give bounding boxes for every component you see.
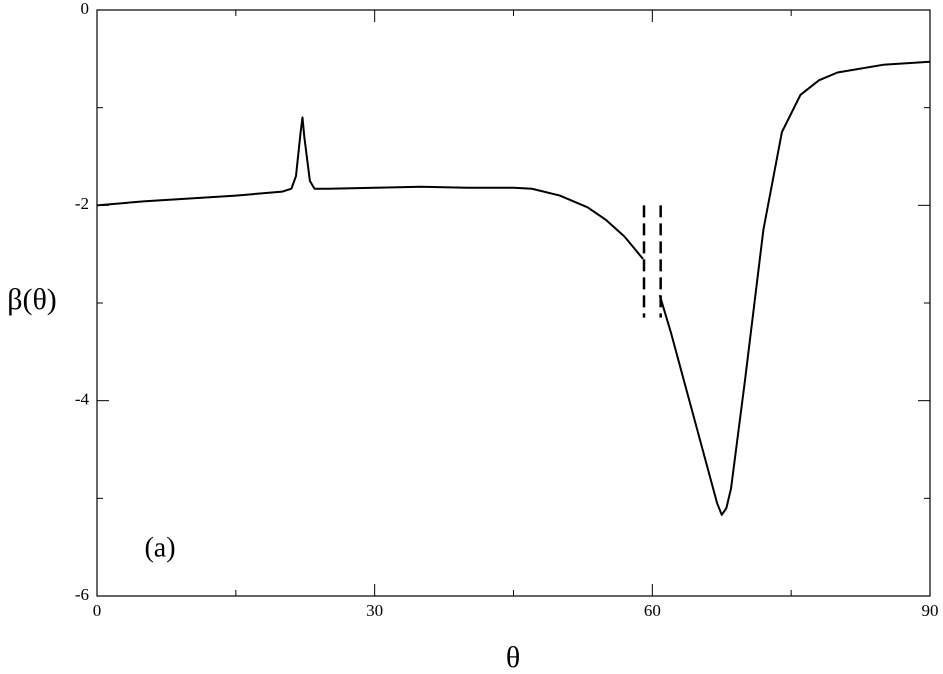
x-tick-label: 60 — [644, 601, 661, 620]
panel-label: (a) — [144, 532, 175, 563]
y-tick-label: -6 — [75, 585, 89, 604]
plot-frame — [96, 9, 931, 597]
x-axis-label: θ — [506, 641, 520, 674]
x-tick-label: 0 — [93, 601, 102, 620]
y-tick-label: -4 — [75, 390, 90, 409]
x-tick-label: 30 — [366, 601, 383, 620]
data-line — [96, 60, 931, 516]
y-axis-label: β(θ) — [7, 283, 57, 316]
x-tick-label: 90 — [922, 601, 939, 620]
y-tick-label: 0 — [81, 0, 90, 18]
y-tick-label: -2 — [75, 194, 89, 213]
